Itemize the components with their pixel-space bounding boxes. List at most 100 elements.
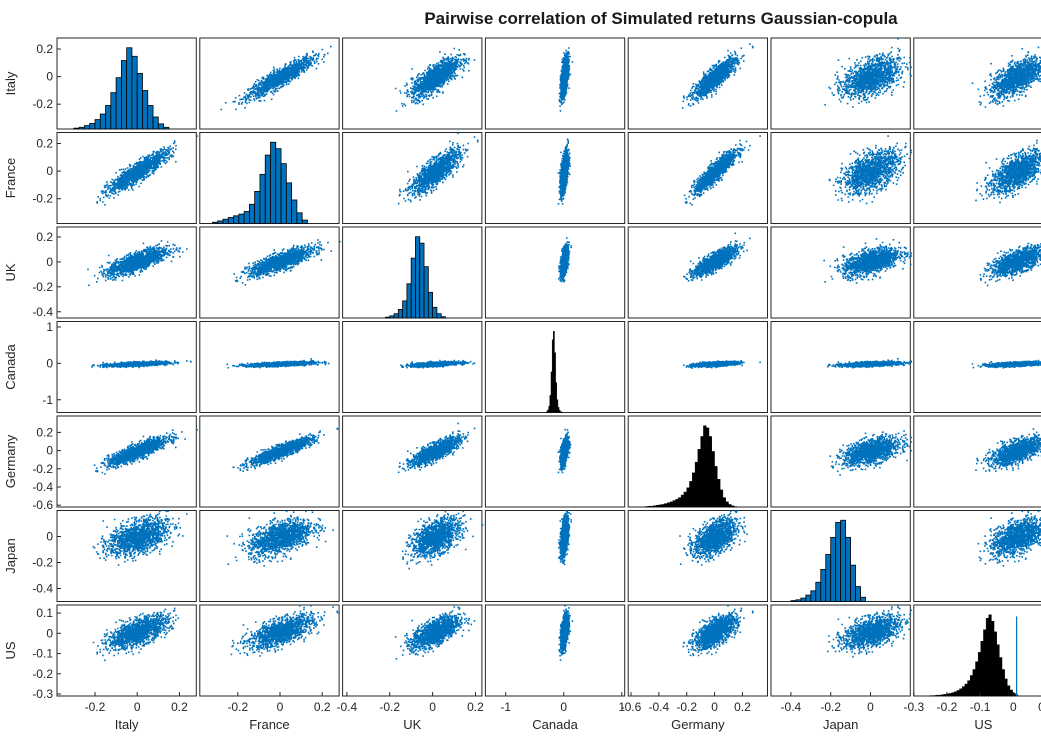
hist-bar	[393, 313, 399, 319]
panel-germany-vs-japan	[770, 415, 912, 508]
panel-france-vs-japan	[770, 132, 912, 224]
x-tick-label: 0	[711, 700, 718, 714]
hist-bar	[719, 489, 724, 508]
x-tick-label: 0.2	[171, 700, 188, 714]
hist-bar	[556, 399, 559, 413]
panel-us-vs-japan	[770, 604, 912, 697]
hist-bar	[675, 499, 679, 508]
hist-bar	[935, 694, 939, 697]
x-tick-label: -0.4	[337, 700, 358, 714]
hist-bar	[1009, 689, 1013, 697]
scatter-points	[226, 358, 330, 369]
panel-frame	[770, 604, 911, 697]
hist-bar	[962, 686, 966, 697]
x-tick-label: -0.4	[781, 700, 802, 714]
panel-japan-vs-germany	[627, 510, 769, 602]
y-tick-label: -1	[42, 393, 53, 407]
hist-bar	[280, 163, 287, 224]
panel-uk-vs-france	[199, 226, 341, 319]
hist-bar	[436, 313, 442, 319]
hist-bar	[397, 309, 404, 319]
hist-bar	[285, 182, 293, 224]
panel-uk-vs-uk	[342, 226, 483, 319]
x-tick-label: 0.2	[734, 700, 751, 714]
y-tick-label: 0.2	[36, 230, 53, 244]
hist-bar	[301, 219, 308, 224]
panel-germany-vs-us	[913, 415, 1041, 508]
hist-bar	[1007, 685, 1011, 697]
hist-bar	[680, 494, 685, 508]
scatter-points	[96, 135, 198, 206]
panel-france-vs-us	[913, 132, 1041, 224]
scatter-points	[557, 138, 571, 205]
hist-bar	[956, 690, 960, 697]
panel-frame	[484, 415, 626, 508]
x-axis-label: US	[974, 717, 992, 732]
scatter-points	[681, 43, 754, 109]
panel-japan-vs-france	[199, 510, 340, 602]
hist-bar	[105, 105, 112, 130]
hist-bar	[222, 218, 229, 224]
y-tick-label: -0.4	[32, 305, 53, 319]
hist-bar	[964, 683, 968, 697]
x-tick-label: 0.2	[467, 700, 484, 714]
panel-frame	[770, 321, 911, 413]
panel-us-vs-italy	[56, 604, 197, 697]
hist-bar	[296, 212, 303, 224]
scatter-points	[558, 237, 572, 283]
panel-uk-vs-canada	[484, 226, 626, 319]
panel-us-vs-canada	[484, 604, 626, 697]
hist-bar	[73, 127, 80, 130]
y-tick-label: 0.2	[36, 425, 53, 439]
hist-bar	[233, 215, 240, 224]
hist-bar	[692, 472, 696, 508]
panel-france-vs-canada	[484, 132, 626, 224]
panel-germany-vs-france	[199, 415, 340, 508]
hist-bar	[667, 502, 671, 508]
hist-bar	[845, 536, 851, 602]
scatter-points	[975, 139, 1041, 204]
y-tick-label: 0	[46, 164, 53, 178]
hist-bar	[948, 693, 952, 697]
hist-bar	[291, 199, 298, 224]
hist-bar	[94, 119, 101, 130]
hist-bar	[840, 519, 847, 602]
panel-uk-vs-japan	[770, 226, 912, 319]
x-axis-label: Italy	[115, 717, 139, 732]
hist-bar	[694, 461, 699, 508]
y-tick-label: 1	[46, 320, 53, 334]
hist-bar	[419, 242, 425, 319]
hist-bar	[254, 191, 261, 224]
scatter-points	[827, 358, 912, 369]
hist-bar	[432, 306, 438, 319]
hist-bar	[157, 123, 164, 130]
hist-bar	[227, 217, 234, 224]
panel-italy-vs-canada	[484, 37, 626, 130]
hist-bar	[714, 466, 718, 508]
scatter-points	[220, 45, 332, 111]
y-tick-label: 0.2	[36, 42, 53, 56]
panel-us-vs-germany	[627, 604, 769, 697]
y-axis-label: Canada	[3, 343, 18, 389]
scatter-points	[977, 510, 1041, 567]
hist-bar	[975, 661, 979, 697]
scatter-points	[226, 510, 334, 567]
hist-bar	[951, 692, 955, 697]
scatter-points	[828, 135, 912, 205]
panel-germany-vs-germany	[627, 415, 769, 508]
scatter-points	[829, 430, 912, 476]
panel-italy-vs-japan	[770, 37, 912, 130]
panel-canada-vs-japan	[770, 321, 912, 413]
hist-bar	[555, 382, 557, 413]
hist-bar	[972, 669, 976, 697]
x-tick-label: 1	[618, 700, 625, 714]
hist-bar	[264, 154, 271, 224]
panel-italy-vs-uk	[342, 37, 483, 130]
x-tick-label: 0.1	[1038, 700, 1041, 714]
hist-bar	[389, 315, 395, 319]
y-tick-label: 0	[46, 255, 53, 269]
y-axis-label: Italy	[3, 71, 18, 95]
x-axis-label: Germany	[671, 717, 725, 732]
scatter-points	[557, 428, 572, 474]
scatter-points	[823, 238, 912, 284]
